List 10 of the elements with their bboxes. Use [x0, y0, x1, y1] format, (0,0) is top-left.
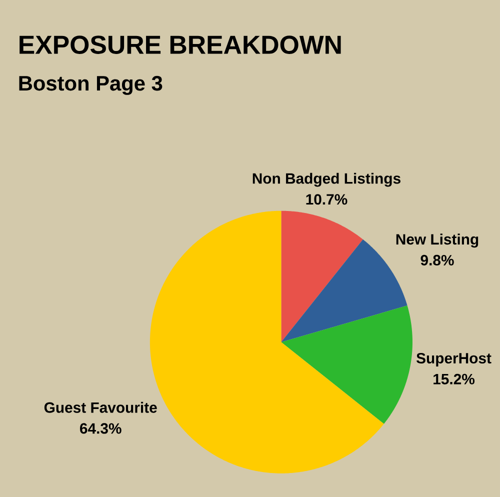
slice-label: SuperHost	[416, 352, 492, 366]
slice-label: New Listing	[396, 234, 478, 248]
data-label: 9.8%	[420, 254, 454, 266]
data-label: 64.3%	[80, 423, 122, 434]
slice-label: Non Badged Listings	[252, 172, 400, 187]
data-label: 15.2%	[434, 374, 475, 384]
slice-label: Guest Favourite	[44, 402, 157, 413]
chart-subtitle: Boston Page 3	[19, 76, 162, 95]
data-label: 10.7%	[306, 194, 348, 205]
chart-title: EXPOSURE BREAKDOWN	[20, 36, 341, 54]
